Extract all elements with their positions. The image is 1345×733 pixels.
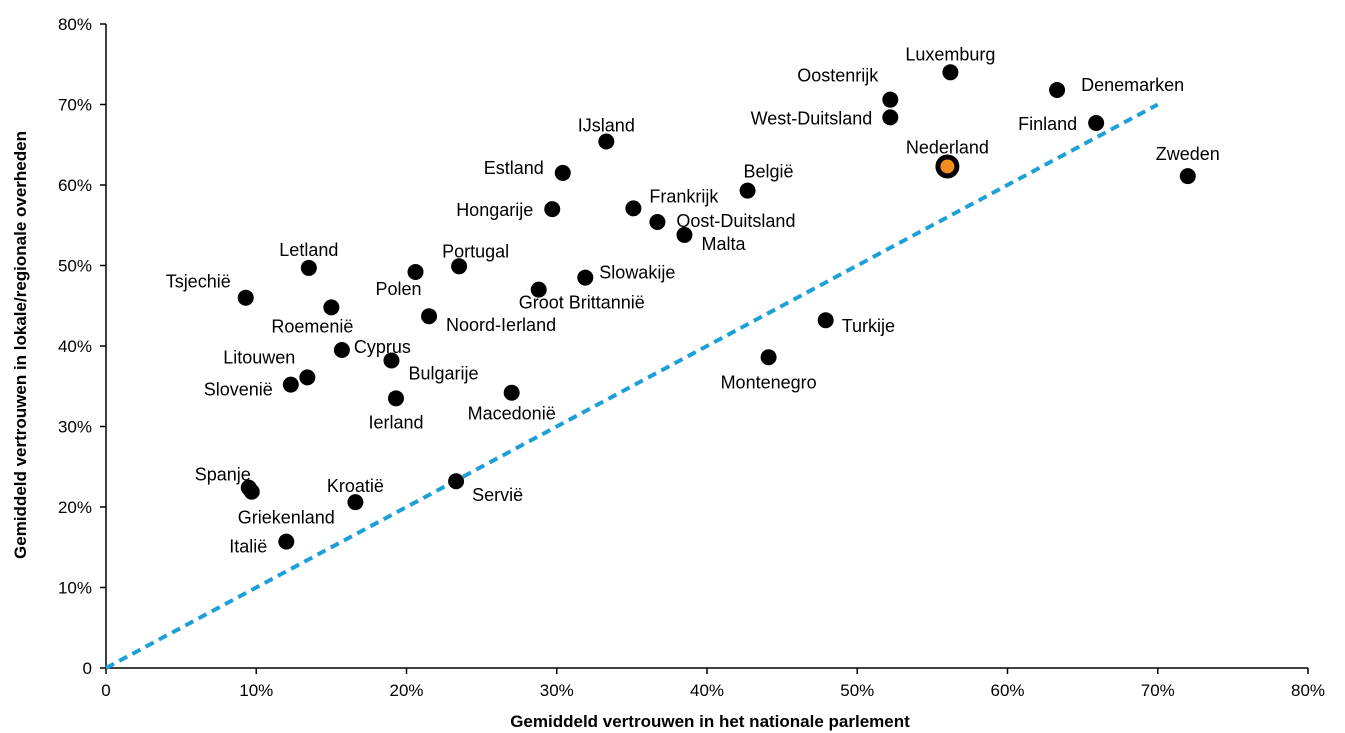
y-tick-label: 80% [58,15,92,34]
point-label: Kroatië [327,476,384,496]
point-label: Malta [701,234,746,254]
data-point [544,201,561,218]
data-point [237,289,254,306]
x-tick-label: 10% [239,681,273,700]
point-label: West-Duitsland [751,108,873,128]
point-label: Litouwen [223,347,295,367]
data-point [882,91,899,108]
axes: 0 10% 20% 30% 40% 50% 60% 70% 80% 0 10% 20% 30% 40% 50… [58,15,1325,700]
point-label: Polen [376,279,422,299]
data-point [503,384,520,401]
point-label: Macedonië [468,404,556,424]
point-label: Slovenië [204,380,273,400]
x-tick-label: 80% [1291,681,1325,700]
point-label: Denemarken [1081,75,1184,95]
point-label: Bulgarije [408,363,478,383]
x-tick-label: 30% [540,681,574,700]
y-tick-label: 40% [58,337,92,356]
point-label: Cyprus [354,337,411,357]
data-point-highlight-core [940,159,955,174]
point-label: Letland [279,240,338,260]
x-axis-title: Gemiddeld vertrouwen in het nationale pa… [510,712,910,731]
data-point [282,376,299,393]
y-axis-title: Gemiddeld vertrouwen in lokale/regionale… [11,131,30,559]
point-label: Montenegro [721,372,817,392]
reference-line [105,102,1159,670]
y-tick-label: 10% [58,579,92,598]
data-point [530,281,547,298]
point-label: Hongarije [456,200,533,220]
point-labels-layer: Luxemburg Oostenrijk West-Duitsland Denemar… [166,44,1220,556]
point-label: Tsjechië [166,272,231,292]
point-label: België [744,162,794,182]
data-point [333,342,350,359]
point-label: Griekenland [238,508,335,528]
point-label: Oostenrijk [797,66,879,86]
data-point [1088,115,1105,132]
point-label: Ierland [368,412,423,432]
data-point [387,390,404,407]
point-label: IJsland [578,116,635,136]
data-point [448,473,465,490]
data-point [760,349,777,366]
y-tick-label: 60% [58,176,92,195]
y-tick-label: 20% [58,498,92,517]
point-label: Nederland [906,137,989,157]
point-label: Spanje [195,465,251,485]
data-point [278,533,295,550]
reference-line-layer [105,102,1159,670]
data-point [1049,82,1066,99]
x-tick-label: 60% [990,681,1024,700]
data-point [300,259,317,276]
data-point [625,200,642,217]
point-label: Groot Brittannië [519,293,645,313]
point-label: Estland [484,158,544,178]
y-tick-label: 0 [83,659,92,678]
point-label: Finland [1018,114,1077,134]
data-point [407,263,424,280]
data-point [383,352,400,369]
points-layer [237,64,1196,550]
data-point [739,182,756,199]
point-label: Servië [472,485,523,505]
x-tick-label: 20% [389,681,423,700]
x-tick-label: 40% [690,681,724,700]
data-point [347,494,364,511]
point-label: Oost-Duitsland [676,211,795,231]
data-point [323,299,340,316]
data-point [451,258,468,275]
point-label: Roemenië [271,316,353,336]
point-label: Turkije [842,316,895,336]
data-point [421,308,438,325]
y-tick-label: 30% [58,418,92,437]
point-label: Noord-Ierland [446,315,556,335]
point-label: Portugal [442,241,509,261]
y-tick-label: 70% [58,96,92,115]
point-label: Italië [229,537,267,557]
point-label: Zweden [1156,144,1220,164]
data-point [676,226,693,243]
point-label: Frankrijk [649,186,719,206]
data-point [554,164,571,181]
data-point [882,109,899,126]
data-point [649,214,666,231]
point-label: Luxemburg [905,44,995,64]
data-point [817,312,834,329]
point-label: Slowakije [599,263,675,283]
data-point [243,483,260,500]
data-point [1179,168,1196,185]
data-point [942,64,959,81]
x-tick-label: 50% [840,681,874,700]
y-tick-label: 50% [58,257,92,276]
x-tick-label: 70% [1141,681,1175,700]
data-point [598,133,615,150]
data-point [577,269,594,286]
data-point [299,369,316,386]
x-tick-label: 0 [101,681,110,700]
